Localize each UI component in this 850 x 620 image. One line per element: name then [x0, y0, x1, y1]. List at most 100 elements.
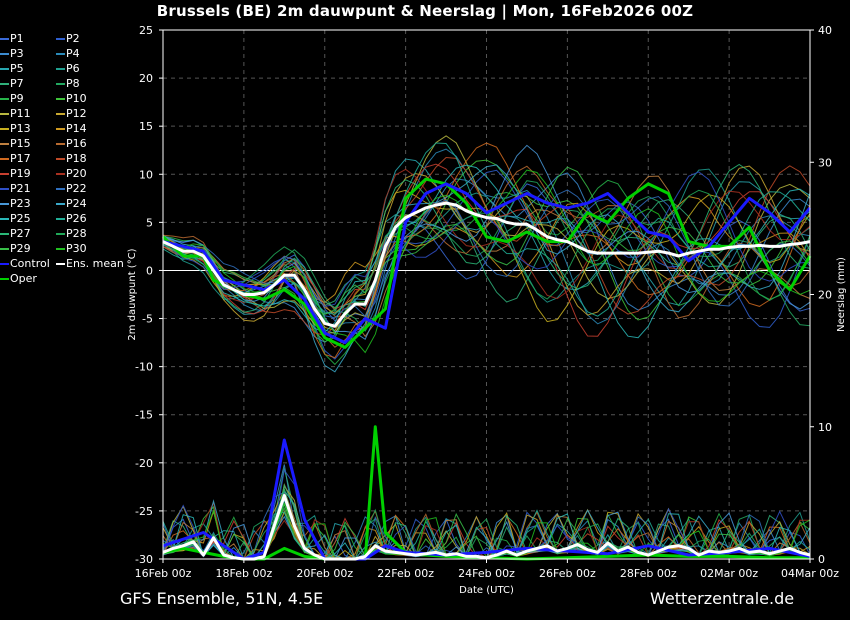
member-dewpoint-line	[162, 142, 811, 317]
legend-item: P20	[56, 166, 87, 181]
y-tick-label: -20	[135, 457, 153, 470]
member-dewpoint-line	[162, 189, 811, 319]
member-dewpoint-line	[162, 164, 811, 373]
legend-swatch	[56, 53, 65, 55]
member-dewpoint-line	[162, 168, 811, 315]
axes: 25 20 15 10 5 0 -5 -10 -15 -20 -25 -30 40 30 20 10 0 16Fe…	[135, 24, 840, 580]
legend-item: P16	[56, 136, 87, 151]
legend-item: P4	[56, 46, 80, 61]
y-tick-label: 20	[139, 72, 153, 85]
y-tick-label: -5	[142, 313, 153, 326]
legend-label: P1	[10, 32, 24, 45]
legend-label: P6	[66, 62, 80, 75]
legend-label: P8	[66, 77, 80, 90]
series-dewpoint-line	[161, 177, 812, 349]
y-tick-label: -15	[135, 409, 153, 422]
legend-item: P26	[56, 211, 87, 226]
legend-item: P18	[56, 151, 87, 166]
y-tick-label: -30	[135, 553, 153, 566]
series-precip-line	[162, 438, 811, 561]
legend-swatch	[0, 188, 9, 190]
legend-item: P17	[0, 151, 31, 166]
legend-swatch	[0, 143, 9, 145]
y-tick-label: -10	[135, 361, 153, 374]
y-tick-label: 0	[146, 264, 153, 277]
legend-label: P9	[10, 92, 24, 105]
y2-tick-label: 30	[818, 156, 832, 169]
legend-label: P28	[66, 227, 87, 240]
legend-swatch	[0, 203, 9, 205]
legend-item: P11	[0, 106, 31, 121]
legend-swatch	[0, 173, 9, 175]
legend-item: P9	[0, 91, 24, 106]
series-precip-line	[162, 494, 811, 561]
legend-item: P10	[56, 91, 87, 106]
x-tick-label: 28Feb 00z	[620, 567, 677, 580]
legend-item: P30	[56, 241, 87, 256]
x-axis-label: Date (UTC)	[459, 585, 514, 596]
legend-swatch	[56, 248, 65, 250]
legend-label: P21	[10, 182, 31, 195]
legend-label: P23	[10, 197, 31, 210]
legend-item: P22	[56, 181, 87, 196]
member-dewpoint-line	[162, 163, 811, 313]
legend-label: P27	[10, 227, 31, 240]
legend-swatch	[0, 248, 9, 250]
legend-item: P29	[0, 241, 31, 256]
legend-label: P14	[66, 122, 87, 135]
legend-label: P12	[66, 107, 87, 120]
member-dewpoint-line	[162, 189, 811, 332]
legend-swatch	[56, 158, 65, 160]
y-tick-label: -25	[135, 505, 153, 518]
legend-item: P25	[0, 211, 31, 226]
x-tick-label: 20Feb 00z	[296, 567, 353, 580]
y-tick-label: 10	[139, 168, 153, 181]
y-tick-label: 5	[146, 216, 153, 229]
y2-tick-label: 0	[818, 553, 825, 566]
legend-item: P13	[0, 121, 31, 136]
member-dewpoint-line	[162, 179, 811, 366]
x-tick-label: 02Mar 00z	[700, 567, 758, 580]
legend-label: P2	[66, 32, 80, 45]
legend-swatch	[0, 113, 9, 115]
legend-item: P1	[0, 31, 24, 46]
legend-swatch	[56, 113, 65, 115]
legend-swatch	[56, 233, 65, 235]
legend-item: P19	[0, 166, 31, 181]
legend-swatch	[0, 233, 9, 235]
y2-axis-label: Neerslag (mm)	[836, 257, 847, 332]
legend-item: P27	[0, 226, 31, 241]
legend-item: Oper	[0, 271, 37, 286]
legend-label: P24	[66, 197, 87, 210]
legend-label: Oper	[10, 272, 37, 285]
legend-swatch	[56, 83, 65, 85]
legend-label: P15	[10, 137, 31, 150]
legend-label: P7	[10, 77, 24, 90]
legend-label: P5	[10, 62, 24, 75]
legend-swatch	[0, 83, 9, 85]
y-axis-label: 2m dauwpunt (°C)	[127, 248, 138, 340]
legend-label: P20	[66, 167, 87, 180]
legend-label: P30	[66, 242, 87, 255]
legend-swatch	[0, 158, 9, 160]
legend-item: P8	[56, 76, 80, 91]
legend-label: P17	[10, 152, 31, 165]
member-dewpoint-line	[162, 175, 811, 338]
legend-item: P6	[56, 61, 80, 76]
legend-item: Ens. mean	[56, 256, 124, 271]
x-tick-label: 22Feb 00z	[377, 567, 434, 580]
legend-label: P11	[10, 107, 31, 120]
legend-item: P7	[0, 76, 24, 91]
legend-item: P3	[0, 46, 24, 61]
legend-label: P18	[66, 152, 87, 165]
model-info: GFS Ensemble, 51N, 4.5E	[120, 589, 324, 608]
x-tick-label: 04Mar 00z	[781, 567, 839, 580]
legend-swatch	[0, 263, 9, 265]
legend-label: P26	[66, 212, 87, 225]
y2-tick-label: 40	[818, 24, 832, 37]
y-tick-label: 15	[139, 120, 153, 133]
legend-item: P14	[56, 121, 87, 136]
legend-item: P21	[0, 181, 31, 196]
legend-label: P10	[66, 92, 87, 105]
